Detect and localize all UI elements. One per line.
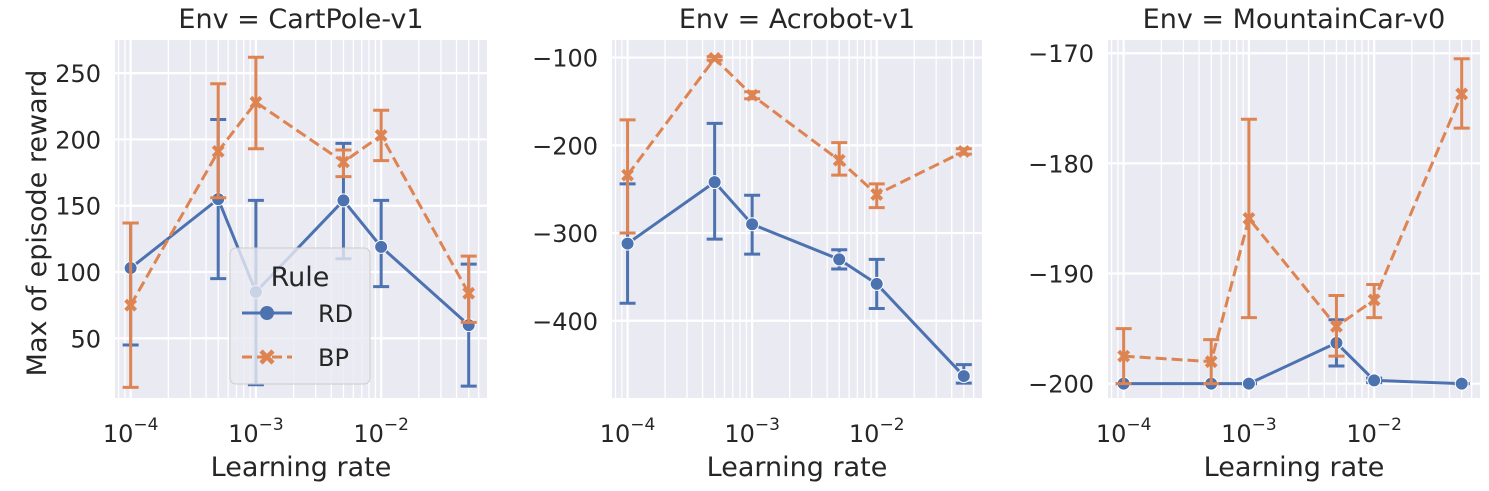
data-point xyxy=(374,239,389,254)
series-line xyxy=(129,196,470,327)
error-bar xyxy=(210,82,227,200)
x-tick-label: 10−4 xyxy=(600,415,656,448)
x-tick-label: 10−3 xyxy=(724,415,780,448)
data-point xyxy=(462,286,476,300)
x-tick-exponent: −2 xyxy=(384,415,409,435)
data-point xyxy=(1242,212,1256,225)
x-tick-exponent: −2 xyxy=(1377,415,1402,435)
data-point xyxy=(1241,376,1256,391)
x-tick-label: 10−2 xyxy=(1346,415,1402,448)
data-point xyxy=(956,369,971,384)
x-tick-exponent: −4 xyxy=(630,415,655,435)
chart-panels: 10−4 10−3 10−2 50 100 150 200 250 Env = CartPole… xyxy=(55,4,1480,483)
y-tick-label: 200 xyxy=(55,126,101,154)
data-point xyxy=(708,52,722,65)
series-bp xyxy=(1115,57,1470,386)
legend-rd-label: RD xyxy=(318,300,353,328)
data-point xyxy=(1455,87,1469,101)
data-point xyxy=(249,95,263,109)
data-point xyxy=(336,193,351,208)
x-axis-label: Learning rate xyxy=(211,452,392,483)
data-point xyxy=(1204,355,1218,369)
y-tick-label: −200 xyxy=(1028,371,1094,399)
series-line xyxy=(1123,93,1464,364)
x-axis-label: Learning rate xyxy=(707,452,888,483)
y-tick-label: −300 xyxy=(532,220,598,248)
chart-panel-2: 10−4 10−3 10−2 −400 −300 −200 −100 Env = Acrobo… xyxy=(532,4,982,483)
x-tick-label: 10−4 xyxy=(103,415,159,448)
chart-panel-3: 10−4 10−3 10−2 −200 −190 −180 −170 Env = Mounta… xyxy=(1028,4,1480,483)
data-point xyxy=(707,175,722,190)
x-tick-exponent: −4 xyxy=(133,415,158,435)
x-tick-label: 10−4 xyxy=(1096,415,1152,448)
data-point xyxy=(211,144,225,158)
data-point xyxy=(745,217,760,232)
chart-title: Env = Acrobot-v1 xyxy=(679,4,915,35)
x-tick-exponent: −3 xyxy=(755,415,780,435)
y-tick-label: −400 xyxy=(532,308,598,336)
x-tick-exponent: −3 xyxy=(259,415,284,435)
data-point xyxy=(337,155,350,169)
series-line xyxy=(129,100,471,306)
chart-panel-1: 10−4 10−3 10−2 50 100 150 200 250 Env = CartPole… xyxy=(55,4,487,483)
data-point xyxy=(957,145,971,158)
data-point xyxy=(1454,376,1469,391)
legend: Rule RD BP xyxy=(229,247,371,385)
data-point xyxy=(374,129,388,142)
chart-title: Env = MountainCar-v0 xyxy=(1143,4,1446,35)
x-tick-exponent: −3 xyxy=(1252,415,1277,435)
series-line xyxy=(1123,341,1462,386)
legend-bp-label: BP xyxy=(318,344,349,372)
y-tick-label: −180 xyxy=(1028,150,1094,178)
data-point xyxy=(1330,319,1343,333)
data-point xyxy=(621,168,634,182)
x-tick-label: 10−3 xyxy=(1221,415,1277,448)
y-axis-label: Max of episode reward xyxy=(22,70,53,377)
y-tick-label: −190 xyxy=(1028,261,1094,289)
data-point xyxy=(745,88,759,102)
data-point xyxy=(620,236,635,251)
data-point xyxy=(870,188,884,201)
plot-area xyxy=(612,40,982,398)
y-tick-label: 250 xyxy=(55,60,101,88)
x-tick-exponent: −4 xyxy=(1126,415,1151,435)
data-point xyxy=(869,276,884,291)
data-point xyxy=(832,153,846,167)
y-tick-label: −200 xyxy=(532,132,598,160)
legend-rd-marker xyxy=(260,306,274,320)
y-tick-label: −100 xyxy=(532,45,598,73)
data-point xyxy=(1367,293,1381,307)
data-point xyxy=(124,298,138,312)
minor-gridlines xyxy=(614,40,975,398)
data-point xyxy=(1117,349,1131,363)
legend-title: Rule xyxy=(271,262,330,293)
legend-bp-marker xyxy=(259,349,275,365)
data-point xyxy=(1367,373,1382,388)
series-line xyxy=(626,180,965,378)
y-tick-label: 50 xyxy=(70,325,101,353)
series-bp xyxy=(122,55,477,389)
plot-area xyxy=(1108,40,1480,398)
y-tick-label: −170 xyxy=(1028,40,1094,68)
x-tick-exponent: −2 xyxy=(879,415,904,435)
chart-title: Env = CartPole-v1 xyxy=(178,4,423,35)
legend-box xyxy=(229,247,371,385)
y-tick-label: 150 xyxy=(55,193,101,221)
data-point xyxy=(832,252,847,267)
x-tick-label: 10−2 xyxy=(353,415,409,448)
series-bp xyxy=(619,52,972,235)
x-tick-label: 10−3 xyxy=(228,415,284,448)
series-line xyxy=(626,56,965,197)
y-tick-label: 100 xyxy=(55,259,101,287)
x-axis-label: Learning rate xyxy=(1204,452,1385,483)
error-bar xyxy=(460,254,477,324)
x-tick-label: 10−2 xyxy=(849,415,905,448)
